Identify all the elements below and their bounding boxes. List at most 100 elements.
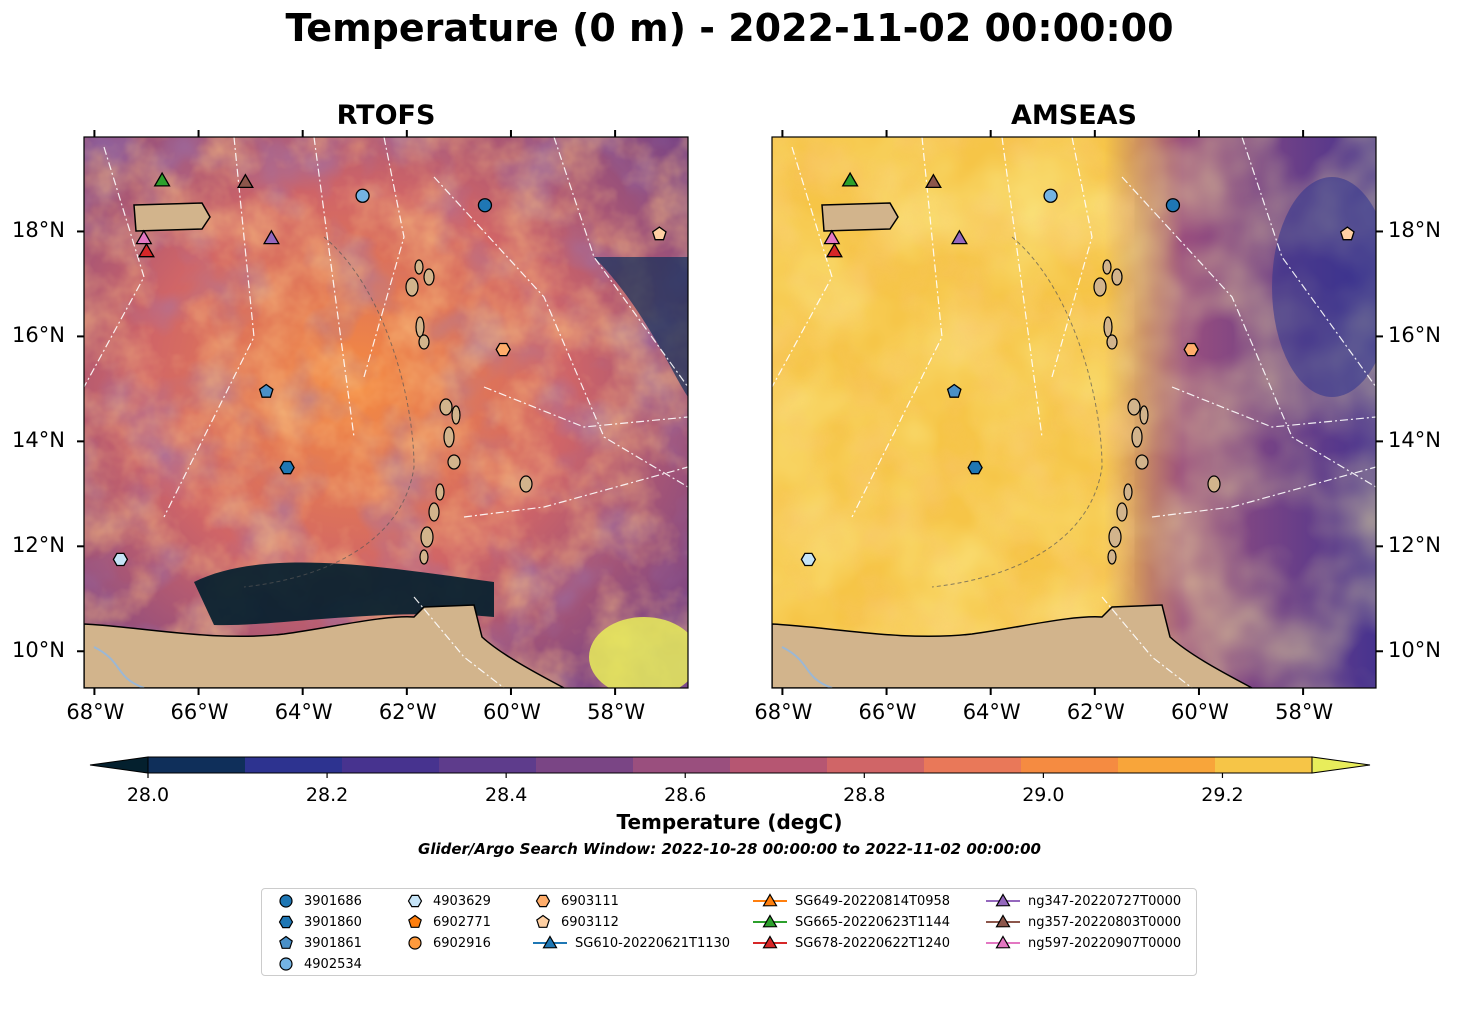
bathymetry-contour (931, 236, 1103, 588)
marker-ng597-20220907T0000 (135, 229, 153, 245)
lon-tick-label: 58°W (1275, 700, 1334, 724)
island (419, 549, 429, 565)
colorbar-segment (148, 757, 246, 773)
colorbar-segment (827, 757, 925, 773)
marker-3901686 (477, 198, 493, 213)
eez-boundary (433, 176, 688, 488)
island (1093, 277, 1107, 297)
marker-6903112 (1339, 226, 1355, 241)
lat-tick-label: 14°N (1388, 428, 1441, 453)
eez-boundary (851, 137, 943, 518)
legend-label: ng357-20220803T0000 (1028, 914, 1182, 930)
panel-title-amseas: AMSEAS (1011, 100, 1137, 131)
island (414, 259, 424, 275)
lat-tick-label: 12°N (12, 533, 65, 558)
island (1107, 549, 1117, 565)
eez-boundary (1051, 137, 1093, 378)
colorbar-frame (147, 756, 1313, 774)
legend-item: 6903112 (533, 912, 619, 932)
island (415, 316, 425, 338)
river (781, 646, 833, 688)
legend-item: 4903629 (405, 891, 491, 911)
island (1123, 483, 1133, 501)
amseas-map (771, 130, 1383, 695)
colorbar-extend-high (1311, 756, 1371, 774)
island (1131, 426, 1143, 448)
south-america-land (84, 604, 565, 688)
south-america-land (772, 604, 1253, 688)
lon-tick-label: 68°W (66, 700, 125, 724)
lon-tick-label: 68°W (754, 700, 813, 724)
island (1127, 398, 1141, 416)
colorbar-segment (536, 757, 634, 773)
lat-tick-label: 10°N (1388, 638, 1441, 663)
colorbar-segment (1021, 757, 1119, 773)
pentagon-marker-icon (408, 914, 422, 928)
lon-tick-label: 60°W (1170, 700, 1229, 724)
legend-label: ng347-20220727T0000 (1028, 893, 1182, 909)
bathymetry-contour (243, 236, 415, 588)
colorbar-tick-label: 28.8 (843, 784, 886, 806)
colorbar-tick-label: 28.2 (305, 784, 349, 806)
triangle-line-marker-icon (986, 893, 1020, 907)
island (447, 454, 461, 470)
island (423, 268, 435, 286)
island (1102, 259, 1112, 275)
legend-label: 3901686 (304, 893, 362, 909)
colorbar-segment (1118, 757, 1216, 773)
marker-6903112 (651, 226, 667, 241)
marker-4902534 (355, 188, 370, 203)
legend-label: 3901860 (304, 914, 362, 930)
legend-item: SG610-20220621T1130 (533, 933, 730, 953)
legend-item: ng597-20220907T0000 (986, 933, 1181, 953)
eez-boundary (84, 146, 145, 388)
marker-ng357-20220803T0000 (924, 173, 942, 189)
circle-marker-icon (408, 936, 422, 950)
warm-patch-south (589, 617, 688, 688)
marker-SG678-20220622T1240 (825, 242, 843, 258)
cold-upwelling (194, 562, 494, 626)
marker-3901860 (967, 460, 983, 475)
colorbar-segment (633, 757, 731, 773)
island (1103, 316, 1113, 338)
triangle-line-marker-icon (986, 935, 1020, 949)
legend-item: 6902771 (405, 912, 491, 932)
colorbar (89, 756, 1371, 778)
map-frame (83, 136, 689, 689)
figure-title: Temperature (0 m) - 2022-11-02 00:00:00 (285, 6, 1174, 50)
legend-label: 6903112 (561, 914, 619, 930)
legend-label: SG678-20220622T1240 (795, 935, 951, 951)
legend-item: 3901860 (276, 912, 362, 932)
marker-ng347-20220727T0000 (262, 229, 280, 245)
panel-title-rtofs: RTOFS (336, 100, 436, 131)
colorbar-tick-label: 29.0 (1022, 784, 1065, 806)
lon-tick-label: 66°W (170, 700, 229, 724)
lon-tick-label: 60°W (482, 700, 541, 724)
island (1111, 268, 1123, 286)
colorbar-segment (342, 757, 440, 773)
cold-eddy-east (1272, 177, 1376, 397)
eez-boundary (463, 466, 688, 518)
hexagon-marker-icon (278, 915, 294, 929)
pentagon-marker-icon (536, 914, 550, 928)
lon-tick-label: 62°W (1066, 700, 1125, 724)
eez-boundary (313, 137, 355, 438)
legend: 3901686 3901860 3901861 4902534 4903629 69027… (261, 888, 1197, 976)
triangle-line-marker-icon (986, 914, 1020, 928)
legend-label: 4902534 (304, 956, 362, 972)
marker-6903111 (1183, 342, 1199, 357)
eez-boundary (163, 137, 255, 518)
hexagon-marker-icon (407, 894, 423, 908)
island (1139, 405, 1149, 425)
legend-item: SG678-20220622T1240 (753, 933, 950, 953)
colorbar-tick-label: 28.4 (484, 784, 528, 806)
legend-item: SG665-20220623T1144 (753, 912, 950, 932)
legend-item: 3901686 (276, 891, 362, 911)
island (405, 277, 419, 297)
island (439, 398, 453, 416)
marker-SG665-20220623T1144 (153, 171, 171, 187)
triangle-line-marker-icon (533, 935, 567, 949)
legend-label: ng597-20220907T0000 (1028, 935, 1182, 951)
eez-boundary (483, 386, 688, 428)
